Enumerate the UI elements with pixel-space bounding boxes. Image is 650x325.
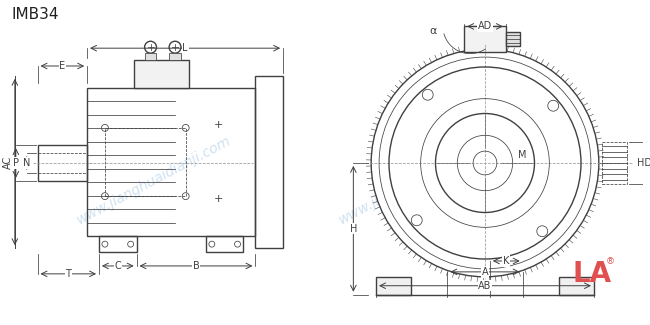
Text: A: A	[482, 267, 488, 277]
Text: α: α	[430, 26, 437, 36]
Text: B: B	[192, 261, 200, 271]
Bar	[87, 88, 255, 236]
Bar	[134, 60, 188, 88]
Circle shape	[422, 89, 433, 100]
Text: LA: LA	[572, 260, 612, 288]
Bar	[99, 236, 136, 252]
Text: N: N	[23, 158, 31, 168]
Text: AD: AD	[478, 21, 492, 32]
Bar	[206, 236, 244, 252]
Bar	[602, 142, 627, 184]
Text: P: P	[13, 158, 19, 168]
Bar	[559, 277, 594, 295]
Bar	[255, 76, 283, 248]
Bar	[38, 145, 87, 181]
Bar	[144, 53, 157, 60]
Bar	[376, 277, 411, 295]
Text: C: C	[114, 261, 121, 271]
Text: AB: AB	[478, 281, 491, 291]
Text: +: +	[214, 120, 223, 130]
Text: AC: AC	[3, 155, 13, 169]
Bar	[105, 128, 186, 196]
Text: IMB34: IMB34	[12, 7, 59, 22]
Text: +: +	[214, 194, 223, 204]
Text: M: M	[518, 150, 527, 160]
Text: www.jianghuaidianji.com: www.jianghuaidianji.com	[74, 133, 233, 227]
Text: K: K	[503, 256, 510, 266]
Text: ®: ®	[606, 257, 615, 266]
Circle shape	[548, 100, 558, 111]
Bar	[169, 53, 181, 60]
Text: T: T	[66, 269, 72, 279]
Text: L: L	[183, 43, 188, 53]
Text: HD: HD	[637, 158, 650, 168]
Circle shape	[411, 215, 422, 226]
Circle shape	[537, 226, 548, 237]
Bar	[506, 32, 519, 46]
Text: E: E	[59, 61, 66, 71]
Bar	[464, 26, 506, 52]
Text: www.jianghuaidianji.com: www.jianghuaidianji.com	[336, 133, 495, 227]
Circle shape	[371, 49, 599, 277]
Text: H: H	[350, 224, 357, 234]
